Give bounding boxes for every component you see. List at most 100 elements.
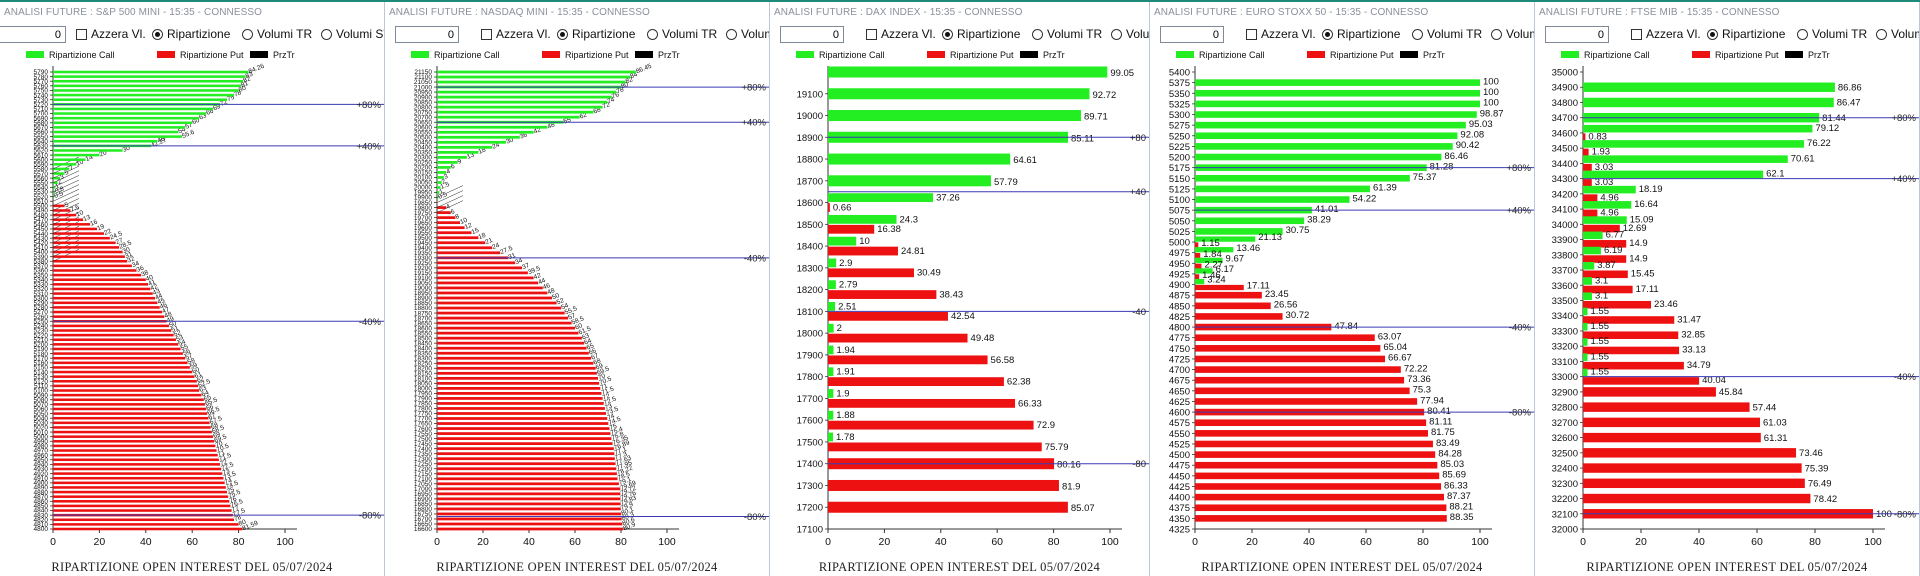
- radio-volumi-st[interactable]: Volumi ST: [1876, 27, 1919, 41]
- call-bar: [1583, 246, 1601, 255]
- call-bar: [437, 70, 636, 74]
- azzera-checkbox[interactable]: Azzera Vl.: [481, 27, 551, 41]
- call-bar: [1583, 353, 1588, 361]
- radio-volumi-tr[interactable]: Volumi TR: [1412, 27, 1482, 41]
- controls-row: Azzera Vl. Ripartizione Volumi TR Volumi ST: [1535, 24, 1919, 44]
- put-bar: [53, 481, 225, 485]
- y-tick-label: 5520: [34, 194, 49, 201]
- y-tick-label: 5630: [34, 143, 49, 150]
- y-tick-label: 18900: [414, 295, 432, 302]
- legend-label-call: Ripartizione Call: [819, 50, 885, 60]
- radio-dot: [1491, 28, 1502, 40]
- call-value-label: 80: [238, 84, 248, 93]
- put-value-label: 13: [82, 214, 92, 223]
- radio-volumi-st[interactable]: Volumi ST: [726, 27, 769, 41]
- y-tick-label: 5480: [34, 212, 49, 219]
- y-tick-label: 19100: [797, 89, 823, 100]
- put-value-label: 50: [551, 292, 561, 301]
- azzera-checkbox[interactable]: Azzera Vl.: [1246, 27, 1316, 41]
- azzera-checkbox[interactable]: Azzera Vl.: [1631, 27, 1701, 41]
- legend-swatch-put: [1692, 51, 1710, 58]
- radio-volumi-tr[interactable]: Volumi TR: [1797, 27, 1867, 41]
- y-tick-label: 19300: [414, 255, 432, 262]
- put-value-label: 81.75: [1431, 427, 1455, 438]
- y-tick-label: 18100: [797, 307, 823, 318]
- call-value-label: 54: [177, 126, 187, 135]
- call-bar: [53, 149, 123, 152]
- y-tick-label: 17700: [797, 394, 823, 405]
- y-tick-label: 5340: [34, 277, 49, 284]
- put-bar: [1583, 432, 1761, 443]
- chart-title: ANALISI FUTURE : NASDAQ MINI - 15:35 - C…: [389, 7, 650, 18]
- y-tick-label: 34600: [1552, 128, 1578, 139]
- y-tick-label: 16600: [414, 526, 432, 533]
- value-input[interactable]: [0, 26, 66, 43]
- put-value-label: 73.36: [1407, 374, 1431, 385]
- call-value-label: 86.46: [1444, 151, 1468, 162]
- radio-ripartizione[interactable]: Ripartizione: [152, 27, 230, 41]
- y-tick-label: 5140: [34, 369, 49, 376]
- radio-ripartizione[interactable]: Ripartizione: [942, 27, 1020, 41]
- control-label: Azzera Vl.: [1646, 27, 1701, 41]
- y-tick-label: 5430: [34, 235, 49, 242]
- put-bar: [1583, 361, 1684, 370]
- radio-volumi-st[interactable]: Volumi ST: [321, 27, 384, 41]
- azzera-checkbox[interactable]: Azzera Vl.: [76, 27, 146, 41]
- put-value-label: 48: [547, 287, 557, 296]
- legend: Ripartizione Call Ripartizione Put PrzTr: [26, 50, 295, 60]
- y-tick-label: 5740: [34, 92, 49, 99]
- put-bar: [828, 442, 1042, 452]
- y-tick-label: 5790: [34, 69, 49, 76]
- call-bar: [53, 75, 246, 78]
- call-bar: [437, 125, 548, 129]
- put-bar: [53, 236, 110, 240]
- put-value-label: 78.5: [617, 471, 632, 482]
- radio-dot: [647, 28, 658, 40]
- put-value-label: 71.5: [218, 452, 233, 463]
- put-value-label: 62.5: [197, 378, 212, 389]
- put-value-label: 27: [115, 237, 125, 246]
- radio-dot: [557, 28, 568, 40]
- put-value-label: 59: [189, 361, 199, 370]
- put-value-label: 80.1: [620, 506, 635, 517]
- put-value-label: 88.35: [1450, 512, 1474, 523]
- control-label: Ripartizione: [167, 27, 231, 41]
- checkbox-box: [76, 28, 87, 40]
- value-input[interactable]: [1545, 26, 1609, 43]
- control-label: Ripartizione: [957, 27, 1021, 41]
- y-tick-label: 34400: [1552, 159, 1578, 170]
- put-value-label: 14.9: [1629, 238, 1648, 249]
- value-input[interactable]: [780, 26, 844, 43]
- put-bar: [1195, 430, 1428, 437]
- call-value-label: 92.72: [1092, 90, 1116, 101]
- put-bar: [437, 326, 575, 330]
- call-bar: [1195, 89, 1480, 97]
- call-bar: [437, 191, 440, 194]
- y-tick-label: 20050: [414, 180, 432, 187]
- value-input[interactable]: [1160, 26, 1224, 43]
- y-tick-label: 5170: [34, 355, 49, 362]
- call-value-label: 57.79: [994, 177, 1018, 188]
- radio-volumi-st[interactable]: Volumi ST: [1111, 27, 1149, 41]
- call-bar: [1195, 111, 1477, 118]
- y-tick-label: 35000: [1552, 68, 1578, 79]
- radio-volumi-tr[interactable]: Volumi TR: [242, 27, 312, 41]
- call-value-label: 78: [233, 89, 243, 98]
- radio-ripartizione[interactable]: Ripartizione: [1322, 27, 1400, 41]
- put-value-label: 53: [175, 334, 185, 343]
- radio-ripartizione[interactable]: Ripartizione: [557, 27, 635, 41]
- value-input[interactable]: [395, 26, 459, 43]
- radio-volumi-tr[interactable]: Volumi TR: [1032, 27, 1102, 41]
- x-tick-label: 60: [1360, 536, 1372, 548]
- azzera-checkbox[interactable]: Azzera Vl.: [866, 27, 936, 41]
- y-tick-label: 4400: [1169, 493, 1190, 504]
- y-tick-label: 5050: [34, 411, 49, 418]
- call-value-label: 1.94: [836, 345, 855, 356]
- call-value-label: 10: [75, 158, 85, 167]
- radio-volumi-tr[interactable]: Volumi TR: [647, 27, 717, 41]
- chart-footer: RIPARTIZIONE OPEN INTEREST DEL 05/07/202…: [436, 560, 718, 574]
- radio-ripartizione[interactable]: Ripartizione: [1707, 27, 1785, 41]
- y-tick-label: 5060: [34, 406, 49, 413]
- radio-volumi-st[interactable]: Volumi ST: [1491, 27, 1534, 41]
- put-bar: [1195, 355, 1386, 363]
